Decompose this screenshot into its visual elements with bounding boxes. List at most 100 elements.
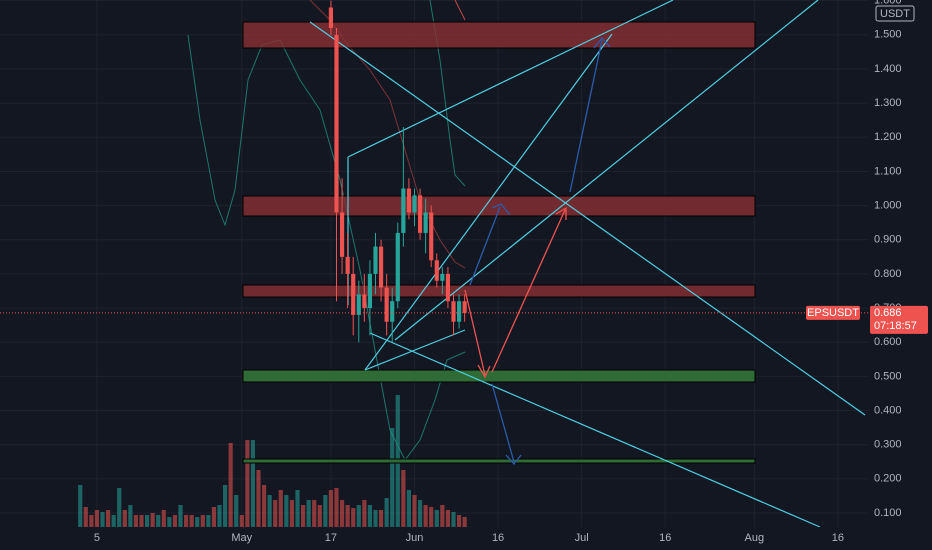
y-tick-label: 1.000 bbox=[874, 200, 902, 212]
last-price: EPSUSDT 0.686 07:18:57 bbox=[806, 305, 928, 334]
volume-bar bbox=[339, 500, 345, 527]
volume-bar bbox=[128, 505, 133, 527]
volume-bar bbox=[256, 470, 261, 527]
volume-bar bbox=[300, 505, 306, 527]
candle-body bbox=[429, 212, 434, 261]
volume-bar bbox=[328, 490, 334, 527]
volume-bar bbox=[228, 443, 233, 527]
volume-bar bbox=[445, 510, 451, 527]
y-tick-label: 1.600 bbox=[874, 0, 902, 7]
volume-bar bbox=[356, 505, 361, 527]
candle-body bbox=[362, 294, 367, 309]
candle-body bbox=[345, 256, 350, 274]
arrow bbox=[569, 36, 611, 193]
volume-bar bbox=[133, 515, 139, 527]
volume-bar bbox=[167, 517, 172, 527]
y-tick-label: 0.900 bbox=[874, 234, 902, 246]
volume-bar bbox=[83, 507, 88, 527]
resistance-zone bbox=[242, 284, 756, 298]
candle-body bbox=[395, 232, 400, 302]
candle-body bbox=[367, 273, 373, 309]
resistance-zone bbox=[242, 21, 756, 49]
volume-bar bbox=[284, 495, 289, 527]
x-tick-label: 16 bbox=[832, 532, 844, 544]
volume-bar bbox=[211, 507, 217, 527]
volume-bar bbox=[412, 495, 417, 527]
y-tick-label: 1.100 bbox=[874, 165, 902, 177]
volume-bar bbox=[239, 515, 244, 527]
volume-bar bbox=[172, 515, 178, 527]
y-tick-label: 1.300 bbox=[874, 97, 902, 109]
volume-bar bbox=[456, 515, 462, 527]
volume-bar bbox=[429, 507, 434, 527]
y-tick-label: 0.500 bbox=[874, 370, 902, 382]
volume-bar bbox=[334, 488, 339, 527]
volume-bar bbox=[78, 485, 83, 527]
symbol-box bbox=[806, 305, 860, 320]
candle-body bbox=[456, 301, 462, 322]
support-zone bbox=[242, 369, 756, 383]
arrow bbox=[464, 289, 491, 379]
volume-bar bbox=[105, 510, 111, 527]
volume-bar bbox=[417, 500, 423, 527]
arrow bbox=[491, 206, 567, 373]
candle-body bbox=[406, 188, 412, 213]
volume-bar bbox=[94, 510, 100, 527]
candle-body bbox=[434, 260, 439, 281]
volume-bar bbox=[423, 505, 428, 527]
candle-body bbox=[417, 195, 423, 233]
countdown: 07:18:57 bbox=[874, 320, 917, 332]
volume-bar bbox=[289, 500, 295, 527]
candle-body bbox=[373, 246, 378, 274]
volume-bar bbox=[89, 515, 94, 527]
volume-bar bbox=[245, 440, 250, 527]
volume-bar bbox=[161, 510, 166, 527]
candle-body bbox=[351, 273, 356, 315]
x-tick-label: 16 bbox=[659, 532, 671, 544]
trend-line bbox=[364, 33, 613, 371]
x-tick-label: 5 bbox=[94, 532, 100, 544]
x-tick-label: 17 bbox=[325, 532, 337, 544]
volume-bar bbox=[401, 470, 406, 527]
trend-line bbox=[309, 21, 866, 416]
currency: USDT bbox=[880, 8, 910, 20]
x-tick-label: Aug bbox=[745, 532, 765, 544]
trend-line bbox=[394, 0, 819, 341]
x-tick-label: May bbox=[231, 532, 252, 544]
volume-bar bbox=[295, 490, 300, 527]
y-tick-label: 0.300 bbox=[874, 439, 902, 451]
y-tick-label: 0.800 bbox=[874, 268, 902, 280]
volume-bar bbox=[390, 428, 395, 527]
candle-body bbox=[445, 273, 451, 302]
grid bbox=[0, 0, 868, 527]
volume-bar bbox=[462, 517, 467, 527]
support-zone bbox=[242, 458, 756, 464]
arrow bbox=[491, 383, 522, 466]
volume-bar bbox=[317, 505, 322, 527]
volume-bar bbox=[234, 495, 239, 527]
x-tick-label: Jul bbox=[575, 532, 589, 544]
volume-bar bbox=[434, 510, 439, 527]
y-tick-label: 1.500 bbox=[874, 29, 902, 41]
volume-bar bbox=[178, 505, 183, 527]
y-tick-label: 0.200 bbox=[874, 473, 902, 485]
volume-bar bbox=[323, 495, 328, 527]
candle-body bbox=[390, 301, 395, 322]
volume-bar bbox=[440, 505, 445, 527]
price-box bbox=[870, 305, 928, 334]
y-tick-label: 0.400 bbox=[874, 404, 902, 416]
volume-bar bbox=[362, 500, 367, 527]
candle-body bbox=[339, 212, 345, 257]
volume-bar bbox=[351, 508, 356, 527]
y-tick-label: 0.600 bbox=[874, 336, 902, 348]
volume-bar bbox=[139, 515, 144, 527]
y-tick-label: 1.400 bbox=[874, 63, 902, 75]
trend-line bbox=[347, 0, 674, 158]
candles bbox=[328, 0, 467, 343]
volume-bar bbox=[156, 515, 161, 527]
candle-body bbox=[356, 294, 361, 315]
currency-box bbox=[875, 5, 915, 22]
candle-body bbox=[378, 246, 384, 288]
trend-line bbox=[369, 332, 821, 528]
